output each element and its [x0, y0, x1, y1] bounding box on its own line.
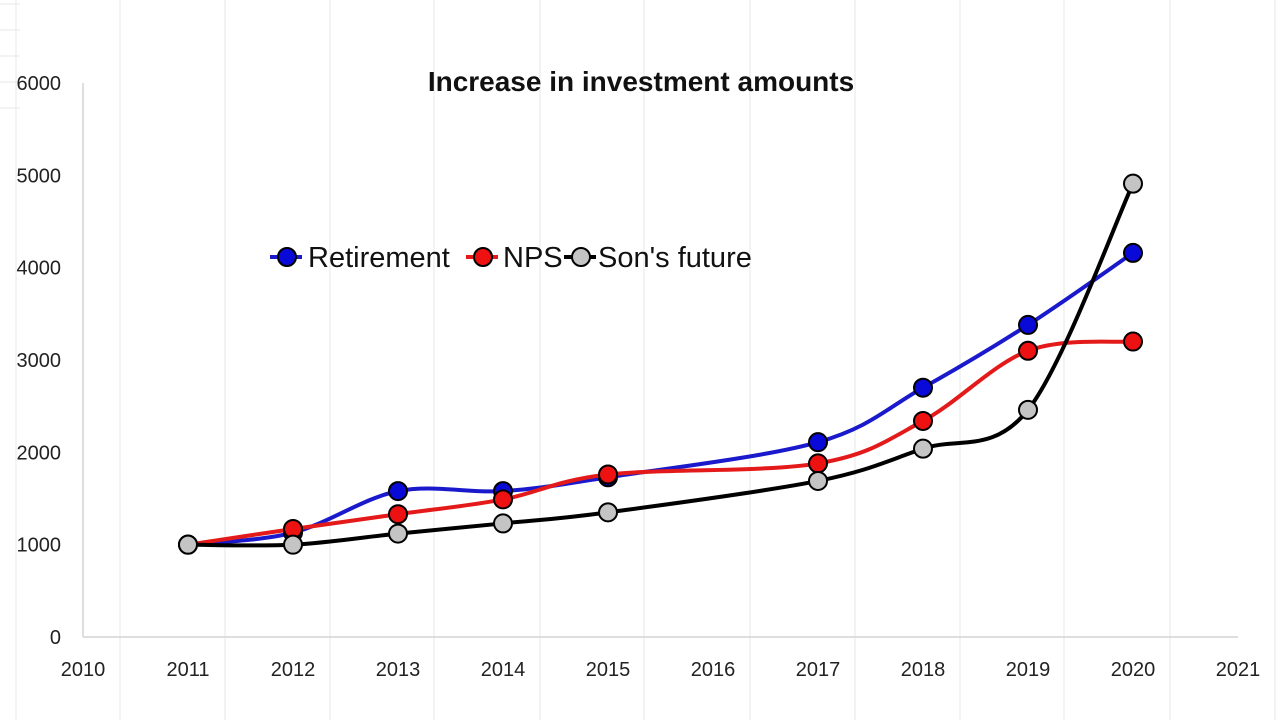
y-tick-label: 3000: [17, 350, 62, 372]
chart-title: Increase in investment amounts: [428, 66, 854, 97]
x-tick-label: 2011: [166, 659, 209, 681]
data-point-nps: [808, 453, 828, 474]
legend-item-retirement: Retirement: [270, 242, 450, 274]
data-point-son-s-future: [808, 470, 828, 491]
series-son-s-future: [178, 173, 1143, 555]
x-tick-label: 2012: [271, 659, 316, 681]
axes: 0 1000 2000 3000 4000 5000 6000 2010 2011 2012 201…: [17, 73, 1261, 681]
y-tick-label: 2000: [17, 442, 62, 464]
data-point-son-s-future: [493, 513, 513, 534]
data-point-son-s-future: [283, 534, 303, 555]
legend-marker-swatch: [473, 247, 493, 267]
legend: Retirement NPS Son's future: [270, 242, 752, 274]
legend-marker-swatch: [571, 247, 591, 267]
y-tick-label: 4000: [17, 258, 62, 280]
y-tick-label: 1000: [17, 535, 62, 557]
y-tick-label: 6000: [17, 73, 62, 95]
data-point-nps: [493, 489, 513, 510]
x-tick-label: 2017: [796, 659, 841, 681]
data-point-retirement: [1123, 242, 1143, 263]
legend-marker-swatch: [277, 247, 297, 267]
x-tick-label: 2018: [901, 659, 946, 681]
x-tick-label: 2019: [1006, 659, 1051, 681]
legend-item-nps: NPS: [466, 242, 563, 274]
data-point-nps: [913, 410, 933, 431]
x-tick-label: 2010: [61, 659, 106, 681]
x-tick-label: 2021: [1216, 659, 1261, 681]
series-line-nps: [186, 339, 1135, 547]
x-tick-label: 2013: [376, 659, 421, 681]
data-point-retirement: [808, 432, 828, 453]
data-point-retirement: [1018, 314, 1038, 335]
x-tick-label: 2020: [1111, 659, 1156, 681]
x-tick-label: 2015: [586, 659, 631, 681]
data-point-son-s-future: [388, 523, 408, 544]
y-tick-label: 0: [50, 627, 61, 649]
x-tick-label: 2016: [691, 659, 736, 681]
data-point-nps: [1018, 340, 1038, 361]
legend-item-son-s-future: Son's future: [564, 242, 752, 274]
x-tick-label: 2014: [481, 659, 526, 681]
legend-label: Son's future: [598, 242, 752, 274]
data-point-retirement: [913, 377, 933, 398]
y-tick-label: 5000: [17, 165, 62, 187]
data-point-nps: [1123, 331, 1143, 352]
data-point-son-s-future: [1018, 399, 1038, 420]
legend-label: NPS: [503, 242, 563, 274]
series-lines: [178, 173, 1143, 555]
data-point-nps: [388, 504, 408, 525]
data-point-son-s-future: [1123, 173, 1143, 194]
data-point-retirement: [388, 481, 408, 502]
data-point-son-s-future: [598, 502, 618, 523]
legend-label: Retirement: [308, 242, 450, 274]
data-point-son-s-future: [913, 438, 933, 459]
data-point-son-s-future: [178, 534, 198, 555]
data-point-nps: [598, 464, 618, 485]
